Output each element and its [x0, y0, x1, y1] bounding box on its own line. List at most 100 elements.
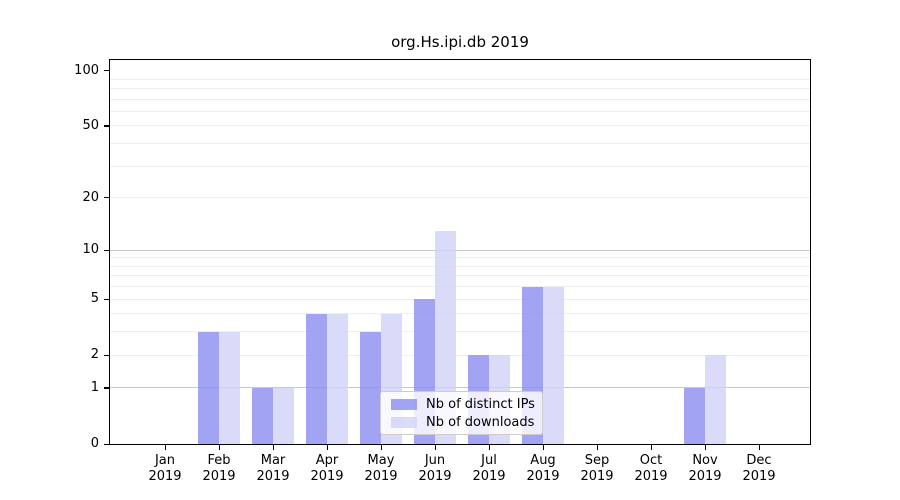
x-tick-mark-may	[380, 444, 382, 450]
x-tick-year: 2019	[364, 469, 398, 484]
bar-downloads-mar	[273, 387, 294, 444]
bar-downloads-aug	[543, 286, 564, 444]
x-tick-month: Oct	[639, 453, 663, 468]
x-tick-mark-apr	[326, 444, 328, 450]
grid-line-6	[110, 286, 810, 288]
legend-row-ips: Nb of distinct IPs	[381, 397, 542, 412]
legend-swatch-icon	[391, 398, 417, 410]
x-tick-year: 2019	[310, 469, 344, 484]
x-tick-mark-jul	[488, 444, 490, 450]
x-tick-label-may: May 2019	[353, 453, 409, 485]
grid-line-9	[110, 257, 810, 259]
x-tick-month: Feb	[207, 453, 231, 468]
x-tick-label-dec: Dec 2019	[731, 453, 787, 485]
grid-line-80	[110, 87, 810, 89]
bar-ips-feb	[198, 331, 219, 444]
chart-title: org.Hs.ipi.db 2019	[391, 33, 529, 51]
x-tick-label-oct: Oct 2019	[623, 453, 679, 485]
y-tick-label-1: 1	[90, 379, 99, 395]
grid-line-10	[110, 249, 810, 251]
bar-ips-may	[360, 331, 381, 444]
x-tick-label-jan: Jan 2019	[137, 453, 193, 485]
bar-downloads-jun	[435, 230, 456, 444]
x-tick-year: 2019	[148, 469, 182, 484]
x-tick-month: Dec	[746, 453, 772, 468]
x-tick-year: 2019	[688, 469, 722, 484]
x-tick-month: Aug	[530, 453, 556, 468]
x-tick-year: 2019	[256, 469, 290, 484]
x-tick-month: Jul	[481, 453, 497, 468]
y-tick-mark-10	[104, 249, 110, 251]
grid-line-40	[110, 143, 810, 145]
x-tick-label-aug: Aug 2019	[515, 453, 571, 485]
grid-line-50	[110, 125, 810, 127]
plot-area	[110, 60, 810, 444]
x-tick-year: 2019	[634, 469, 668, 484]
x-tick-mark-nov	[704, 444, 706, 450]
grid-line-2	[110, 354, 810, 356]
grid-line-30	[110, 165, 810, 167]
x-tick-mark-feb	[218, 444, 220, 450]
grid-line-7	[110, 275, 810, 277]
x-tick-year: 2019	[418, 469, 452, 484]
grid-line-90	[110, 78, 810, 80]
x-tick-month: Sep	[584, 453, 610, 468]
x-tick-label-mar: Mar 2019	[245, 453, 301, 485]
y-tick-label-0: 0	[90, 436, 99, 451]
y-tick-mark-1	[104, 387, 110, 389]
x-tick-month: Mar	[260, 453, 286, 468]
x-tick-label-jul: Jul 2019	[461, 453, 517, 485]
x-tick-year: 2019	[526, 469, 560, 484]
bar-ips-mar	[252, 387, 273, 444]
legend-row-downloads: Nb of downloads	[381, 415, 542, 430]
bar-downloads-nov	[705, 355, 726, 444]
x-tick-mark-oct	[650, 444, 652, 450]
y-tick-label-20: 20	[82, 189, 99, 205]
x-tick-mark-sep	[596, 444, 598, 450]
x-tick-label-nov: Nov 2019	[677, 453, 733, 485]
x-tick-label-sep: Sep 2019	[569, 453, 625, 485]
y-tick-label-10: 10	[82, 242, 99, 257]
bar-ips-apr	[306, 313, 327, 444]
y-tick-label-5: 5	[90, 291, 99, 307]
x-tick-year: 2019	[742, 469, 776, 484]
y-tick-mark-20	[104, 197, 110, 199]
x-tick-year: 2019	[202, 469, 236, 484]
grid-line-8	[110, 265, 810, 267]
y-tick-mark-0	[104, 443, 110, 445]
legend-swatch-icon	[391, 416, 417, 428]
grid-line-60	[110, 110, 810, 112]
y-tick-mark-50	[104, 125, 110, 127]
y-tick-label-2: 2	[90, 347, 99, 363]
y-tick-label-100: 100	[74, 62, 99, 78]
x-tick-mark-aug	[542, 444, 544, 450]
bar-downloads-apr	[327, 313, 348, 444]
bar-downloads-feb	[219, 331, 240, 444]
x-tick-mark-jun	[434, 444, 436, 450]
legend-label: Nb of downloads	[426, 414, 535, 430]
grid-line-4	[110, 313, 810, 315]
x-tick-mark-mar	[272, 444, 274, 450]
grid-line-1	[110, 387, 810, 389]
x-tick-month: Apr	[315, 453, 339, 468]
x-tick-month: May	[367, 453, 395, 468]
y-tick-mark-100	[104, 70, 110, 72]
legend: Nb of distinct IPs Nb of downloads	[380, 391, 543, 435]
x-tick-mark-dec	[758, 444, 760, 450]
x-tick-month: Jun	[424, 453, 446, 468]
grid-line-20	[110, 197, 810, 199]
bar-ips-nov	[684, 387, 705, 444]
grid-line-5	[110, 298, 810, 300]
y-tick-label-50: 50	[82, 117, 99, 133]
x-tick-month: Jan	[154, 453, 176, 468]
x-tick-year: 2019	[472, 469, 506, 484]
x-tick-month: Nov	[692, 453, 718, 468]
y-tick-mark-2	[104, 354, 110, 356]
x-tick-year: 2019	[580, 469, 614, 484]
x-tick-label-feb: Feb 2019	[191, 453, 247, 485]
x-tick-label-jun: Jun 2019	[407, 453, 463, 485]
x-tick-mark-jan	[164, 444, 166, 450]
x-tick-label-apr: Apr 2019	[299, 453, 355, 485]
grid-line-70	[110, 98, 810, 100]
